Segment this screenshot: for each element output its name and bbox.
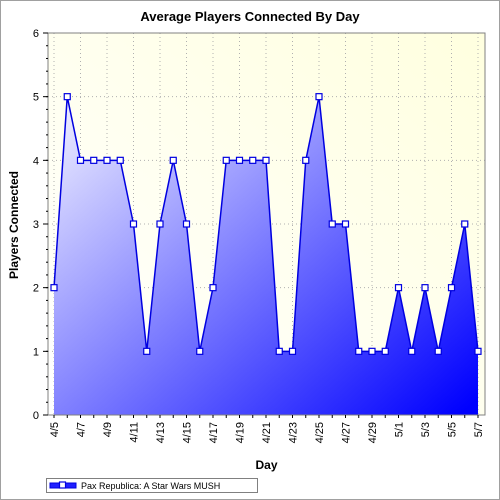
data-point [355,347,363,355]
y-tick-label: 1 [33,346,39,358]
y-tick-label: 2 [33,283,39,295]
y-tick-label: 0 [33,410,39,422]
x-tick-label: 5/3 [420,422,432,437]
x-tick-label: 4/27 [341,422,353,443]
x-tick-label: 4/9 [102,422,114,437]
data-point [143,347,151,355]
x-tick-label: 4/19 [235,422,247,443]
data-point [129,220,138,228]
chart-title: Average Players Connected By Day [140,9,360,24]
data-point [434,347,442,355]
data-point [315,93,323,101]
data-point [235,156,244,164]
x-tick-label: 4/15 [182,422,194,443]
data-point [209,284,217,292]
y-tick-label: 4 [33,155,39,167]
x-tick-label: 4/23 [288,422,300,443]
x-tick-label: 4/11 [129,422,141,443]
x-tick-label: 4/13 [155,422,167,443]
data-point [368,347,376,355]
x-tick-label: 5/1 [394,422,406,437]
data-point [116,156,124,164]
data-point [169,156,177,164]
data-point [249,156,257,164]
legend-label: Pax Republica: A Star Wars MUSH [81,480,221,491]
data-point [103,156,111,164]
x-tick-label: 5/7 [473,422,485,437]
legend: Pax Republica: A Star Wars MUSH [46,478,258,493]
y-tick-label: 3 [33,219,39,231]
data-point [288,347,297,355]
x-tick-label: 4/17 [208,422,220,443]
x-tick-label: 4/21 [261,422,273,443]
data-point [474,347,482,355]
x-tick-label: 5/5 [447,422,459,437]
data-point [381,347,389,355]
data-point [408,347,416,355]
data-point [63,93,71,101]
data-point [275,347,283,355]
data-point [90,156,98,164]
data-point [50,284,58,292]
x-tick-label: 4/25 [314,422,326,443]
data-point [76,156,85,164]
data-point [341,220,350,228]
x-tick-label: 4/7 [76,422,88,437]
data-point [262,156,270,164]
x-axis-title: Day [255,458,278,472]
data-point [196,347,204,355]
x-tick-label: 4/5 [49,422,61,437]
data-point [328,220,336,228]
legend-swatch [49,481,77,489]
x-tick-label: 4/29 [367,422,379,443]
y-tick-label: 6 [33,28,39,40]
data-point [394,284,403,292]
data-point [447,284,456,292]
y-tick-label: 5 [33,92,39,104]
data-point [222,156,230,164]
data-point [156,220,164,228]
series-area [54,96,478,416]
data-point [421,284,429,292]
data-point [182,220,191,228]
data-point [461,220,469,228]
data-point [302,156,310,164]
